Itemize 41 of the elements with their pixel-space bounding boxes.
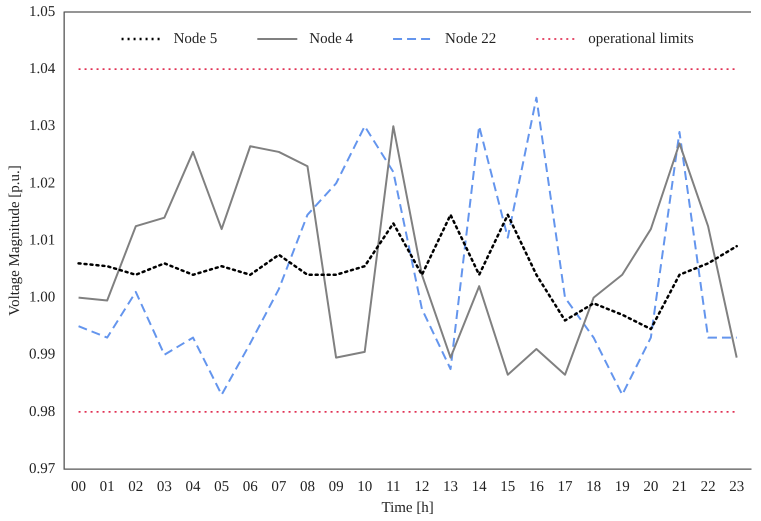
x-tick-label: 21 <box>672 478 687 495</box>
line-series <box>78 96 738 396</box>
x-tick-label: 11 <box>386 478 401 495</box>
x-tick-label: 23 <box>729 478 744 495</box>
x-tick-label: 09 <box>328 478 344 495</box>
x-tick-label: 05 <box>214 478 230 495</box>
x-tick-label: 08 <box>300 478 315 495</box>
legend-label: Node 4 <box>309 30 354 47</box>
x-tick-label: 22 <box>700 478 716 495</box>
y-tick-label: 1.04 <box>29 61 56 78</box>
x-tick-label: 20 <box>643 478 658 495</box>
line-series <box>77 214 738 330</box>
x-tick-label: 16 <box>528 478 544 495</box>
x-tick-label: 19 <box>614 478 630 495</box>
x-tick-label: 13 <box>443 478 458 495</box>
x-axis-title: Time [h] <box>381 500 434 516</box>
legend-label: operational limits <box>588 30 694 47</box>
y-tick-label: 1.02 <box>29 175 56 192</box>
x-tick-label: 04 <box>186 478 202 495</box>
x-tick-label: 00 <box>71 478 86 495</box>
x-tick-label: 15 <box>500 478 516 495</box>
legend-label: Node 5 <box>174 30 218 47</box>
y-axis-title: Voltage Magnitude [p.u.] <box>6 165 23 316</box>
x-tick-label: 17 <box>558 478 574 495</box>
y-tick-label: 1.00 <box>29 290 56 306</box>
x-tick-label: 06 <box>242 478 258 495</box>
x-tick-label: 02 <box>128 478 144 495</box>
y-tick-label: 1.05 <box>29 4 56 20</box>
x-tick-label: 10 <box>357 478 372 495</box>
y-tick-label: 0.97 <box>29 460 56 477</box>
y-tick-label: 1.03 <box>29 118 56 134</box>
x-tick-label: 03 <box>156 478 172 495</box>
x-tick-label: 14 <box>472 478 488 495</box>
y-tick-label: 0.98 <box>29 404 56 420</box>
x-tick-label: 18 <box>586 478 602 495</box>
x-tick-label: 12 <box>414 478 430 495</box>
x-tick-label: 07 <box>271 478 287 495</box>
legend-label: Node 22 <box>445 30 496 47</box>
y-tick-label: 0.99 <box>29 346 56 363</box>
x-tick-label: 01 <box>100 478 115 495</box>
y-tick-label: 1.01 <box>29 232 56 248</box>
